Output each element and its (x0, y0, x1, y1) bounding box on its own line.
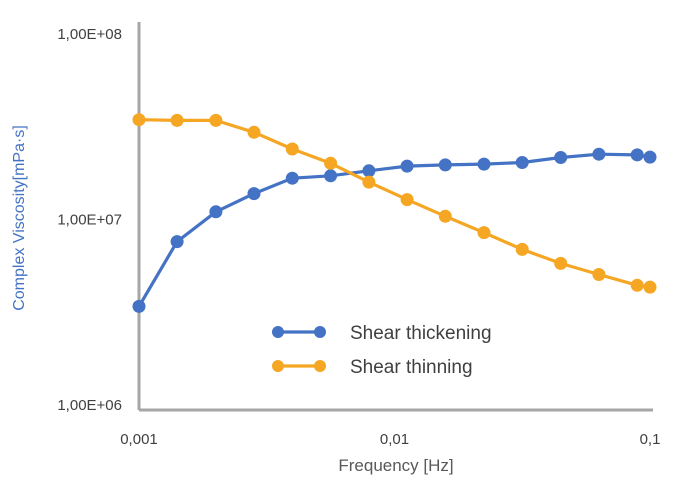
data-point (132, 299, 146, 313)
data-point (362, 164, 376, 178)
data-point (477, 157, 491, 171)
data-point (630, 278, 644, 292)
data-point (400, 193, 414, 207)
data-point (170, 235, 184, 249)
x-tick-label: 0,01 (380, 431, 409, 448)
data-point (630, 148, 644, 162)
data-point (209, 113, 223, 127)
data-point (132, 113, 146, 127)
legend-label: Shear thickening (350, 323, 492, 344)
x-tick-label: 0,1 (640, 431, 661, 448)
data-point (247, 125, 261, 139)
y-axis-title: Complex Viscosity[mPa·s] (11, 125, 28, 311)
y-tick-label: 1,00E+07 (57, 212, 122, 229)
data-point (209, 205, 223, 219)
y-tick-labels: 1,00E+06 1,00E+07 1,00E+08 (57, 26, 122, 414)
legend-swatch-marker (314, 326, 326, 338)
data-point (554, 256, 568, 270)
data-point (247, 187, 261, 201)
data-point (592, 147, 606, 161)
data-point (324, 169, 338, 183)
axes (137, 22, 653, 412)
legend-swatch-marker (272, 326, 284, 338)
legend-item: Shear thinning (272, 357, 473, 378)
data-point (285, 171, 299, 185)
data-point (477, 226, 491, 240)
legend-item: Shear thickening (272, 323, 492, 344)
data-point (438, 158, 452, 172)
data-point (554, 151, 568, 164)
x-tick-label: 0,001 (120, 431, 158, 448)
legend-swatch-marker (272, 360, 284, 372)
data-point (400, 159, 414, 173)
data-point (515, 156, 529, 169)
series-shear-thickening (132, 147, 657, 313)
legend-label: Shear thinning (350, 357, 473, 378)
legend-swatch-marker (314, 360, 326, 372)
x-axis-title: Frequency [Hz] (338, 456, 453, 475)
data-point (515, 242, 529, 256)
data-point (362, 175, 376, 189)
data-point (643, 280, 657, 294)
series-line (138, 118, 651, 289)
series-layer (132, 113, 657, 313)
x-tick-labels: 0,001 0,01 0,1 (120, 431, 660, 448)
data-point (285, 142, 299, 156)
data-point (592, 268, 606, 281)
data-point (438, 209, 452, 223)
data-point (324, 156, 338, 170)
data-point (170, 113, 184, 127)
series-line (137, 152, 651, 308)
y-tick-label: 1,00E+08 (57, 26, 122, 43)
series-shear-thinning (132, 113, 657, 294)
legend: Shear thickening Shear thinning (272, 323, 492, 378)
y-tick-label: 1,00E+06 (57, 397, 122, 414)
data-point (643, 150, 657, 164)
